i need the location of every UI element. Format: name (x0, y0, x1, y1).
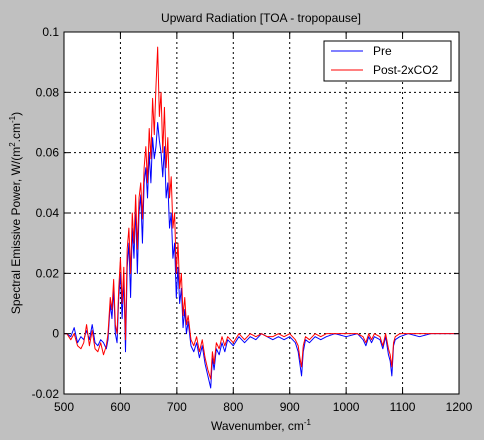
y-axis-label: Spectral Emissive Power, W/(m2.cm-1) (8, 112, 23, 314)
x-axis-label: Wavenumber, cm-1 (211, 418, 312, 433)
y-tick-label: 0.06 (36, 146, 60, 160)
legend-box (323, 40, 452, 82)
legend: Pre Post-2xCO2 (323, 40, 452, 82)
y-axis-label-part-4: -1 (8, 115, 17, 123)
x-tick-label: 700 (167, 400, 187, 414)
y-tick-label: -0.02 (32, 387, 60, 401)
series-line-post-2xco2 (64, 46, 459, 380)
y-axis-label-part-2: 2 (8, 142, 17, 147)
series-layer (64, 46, 459, 389)
x-tick-label: 600 (110, 400, 130, 414)
x-tick-label: 1200 (446, 400, 473, 414)
y-axis-label-part-3: .cm (9, 123, 23, 142)
x-axis-label-text: Wavenumber, cm (211, 419, 304, 433)
y-tick-label: 0 (52, 327, 59, 341)
x-tick-label: 1100 (390, 400, 416, 414)
y-axis-label-part-5: ) (9, 112, 23, 116)
y-tick-label: 0.02 (36, 266, 60, 280)
x-tick-label: 800 (223, 400, 243, 414)
x-axis-label-superscript: -1 (304, 418, 312, 427)
legend-label-post-2xco2: Post-2xCO2 (373, 63, 439, 77)
series-line-pre (64, 122, 459, 389)
y-tick-label: 0.1 (42, 25, 59, 39)
x-tick-label: 1000 (333, 400, 360, 414)
y-axis-label-part-1: Spectral Emissive Power, W/(m (9, 147, 23, 314)
legend-label-pre: Pre (373, 44, 392, 58)
y-tick-label: 0.08 (36, 85, 60, 99)
x-tick-label: 900 (280, 400, 300, 414)
chart-title: Upward Radiation [TOA - tropopause] (161, 11, 361, 25)
x-tick-label: 500 (54, 400, 74, 414)
ticks: 500 600 700 800 900 1000 1100 1200 -0.02 0 0.02 0.0… (32, 25, 473, 414)
y-tick-label: 0.04 (36, 206, 60, 220)
